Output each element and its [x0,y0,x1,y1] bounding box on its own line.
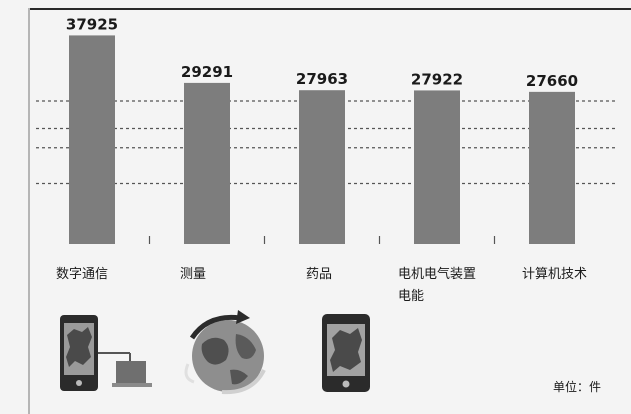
category-label-2: 药品 [306,264,332,286]
globe-arrows-icon [184,310,266,395]
category-label-line: 测量 [180,267,207,282]
bar-2 [299,90,345,245]
category-label-1: 测量 [180,264,206,286]
category-label-line: 电能 [398,289,425,304]
value-label-2: 27963 [296,70,348,88]
category-label-line: 数字通信 [56,267,109,282]
category-label-4: 计算机技术 [522,264,587,286]
bar-0 [69,35,115,244]
smartphone-map-icon [60,315,152,391]
category-label-0: 数字通信 [56,264,108,286]
smartphone-map-icon [322,314,370,392]
value-label-3: 27922 [411,70,463,88]
unit-label: 单位：件 [553,380,602,394]
bar-3 [414,90,460,244]
left-border [28,8,30,414]
category-label-line: 计算机技术 [522,267,588,282]
category-label-line: 电机电气装置 [398,267,477,282]
category-label-3: 电机电气装置 电能 [398,264,476,308]
value-labels: 37925 29291 27963 27922 27660 [66,15,578,89]
value-label-1: 29291 [181,63,233,81]
value-label-0: 37925 [66,15,118,33]
value-label-4: 27660 [526,72,578,90]
bar-1 [184,82,230,244]
category-label-line: 药品 [306,267,333,282]
bar-4 [529,91,575,245]
bars [69,35,575,245]
axis-ticks [148,236,496,244]
top-border [28,8,631,10]
